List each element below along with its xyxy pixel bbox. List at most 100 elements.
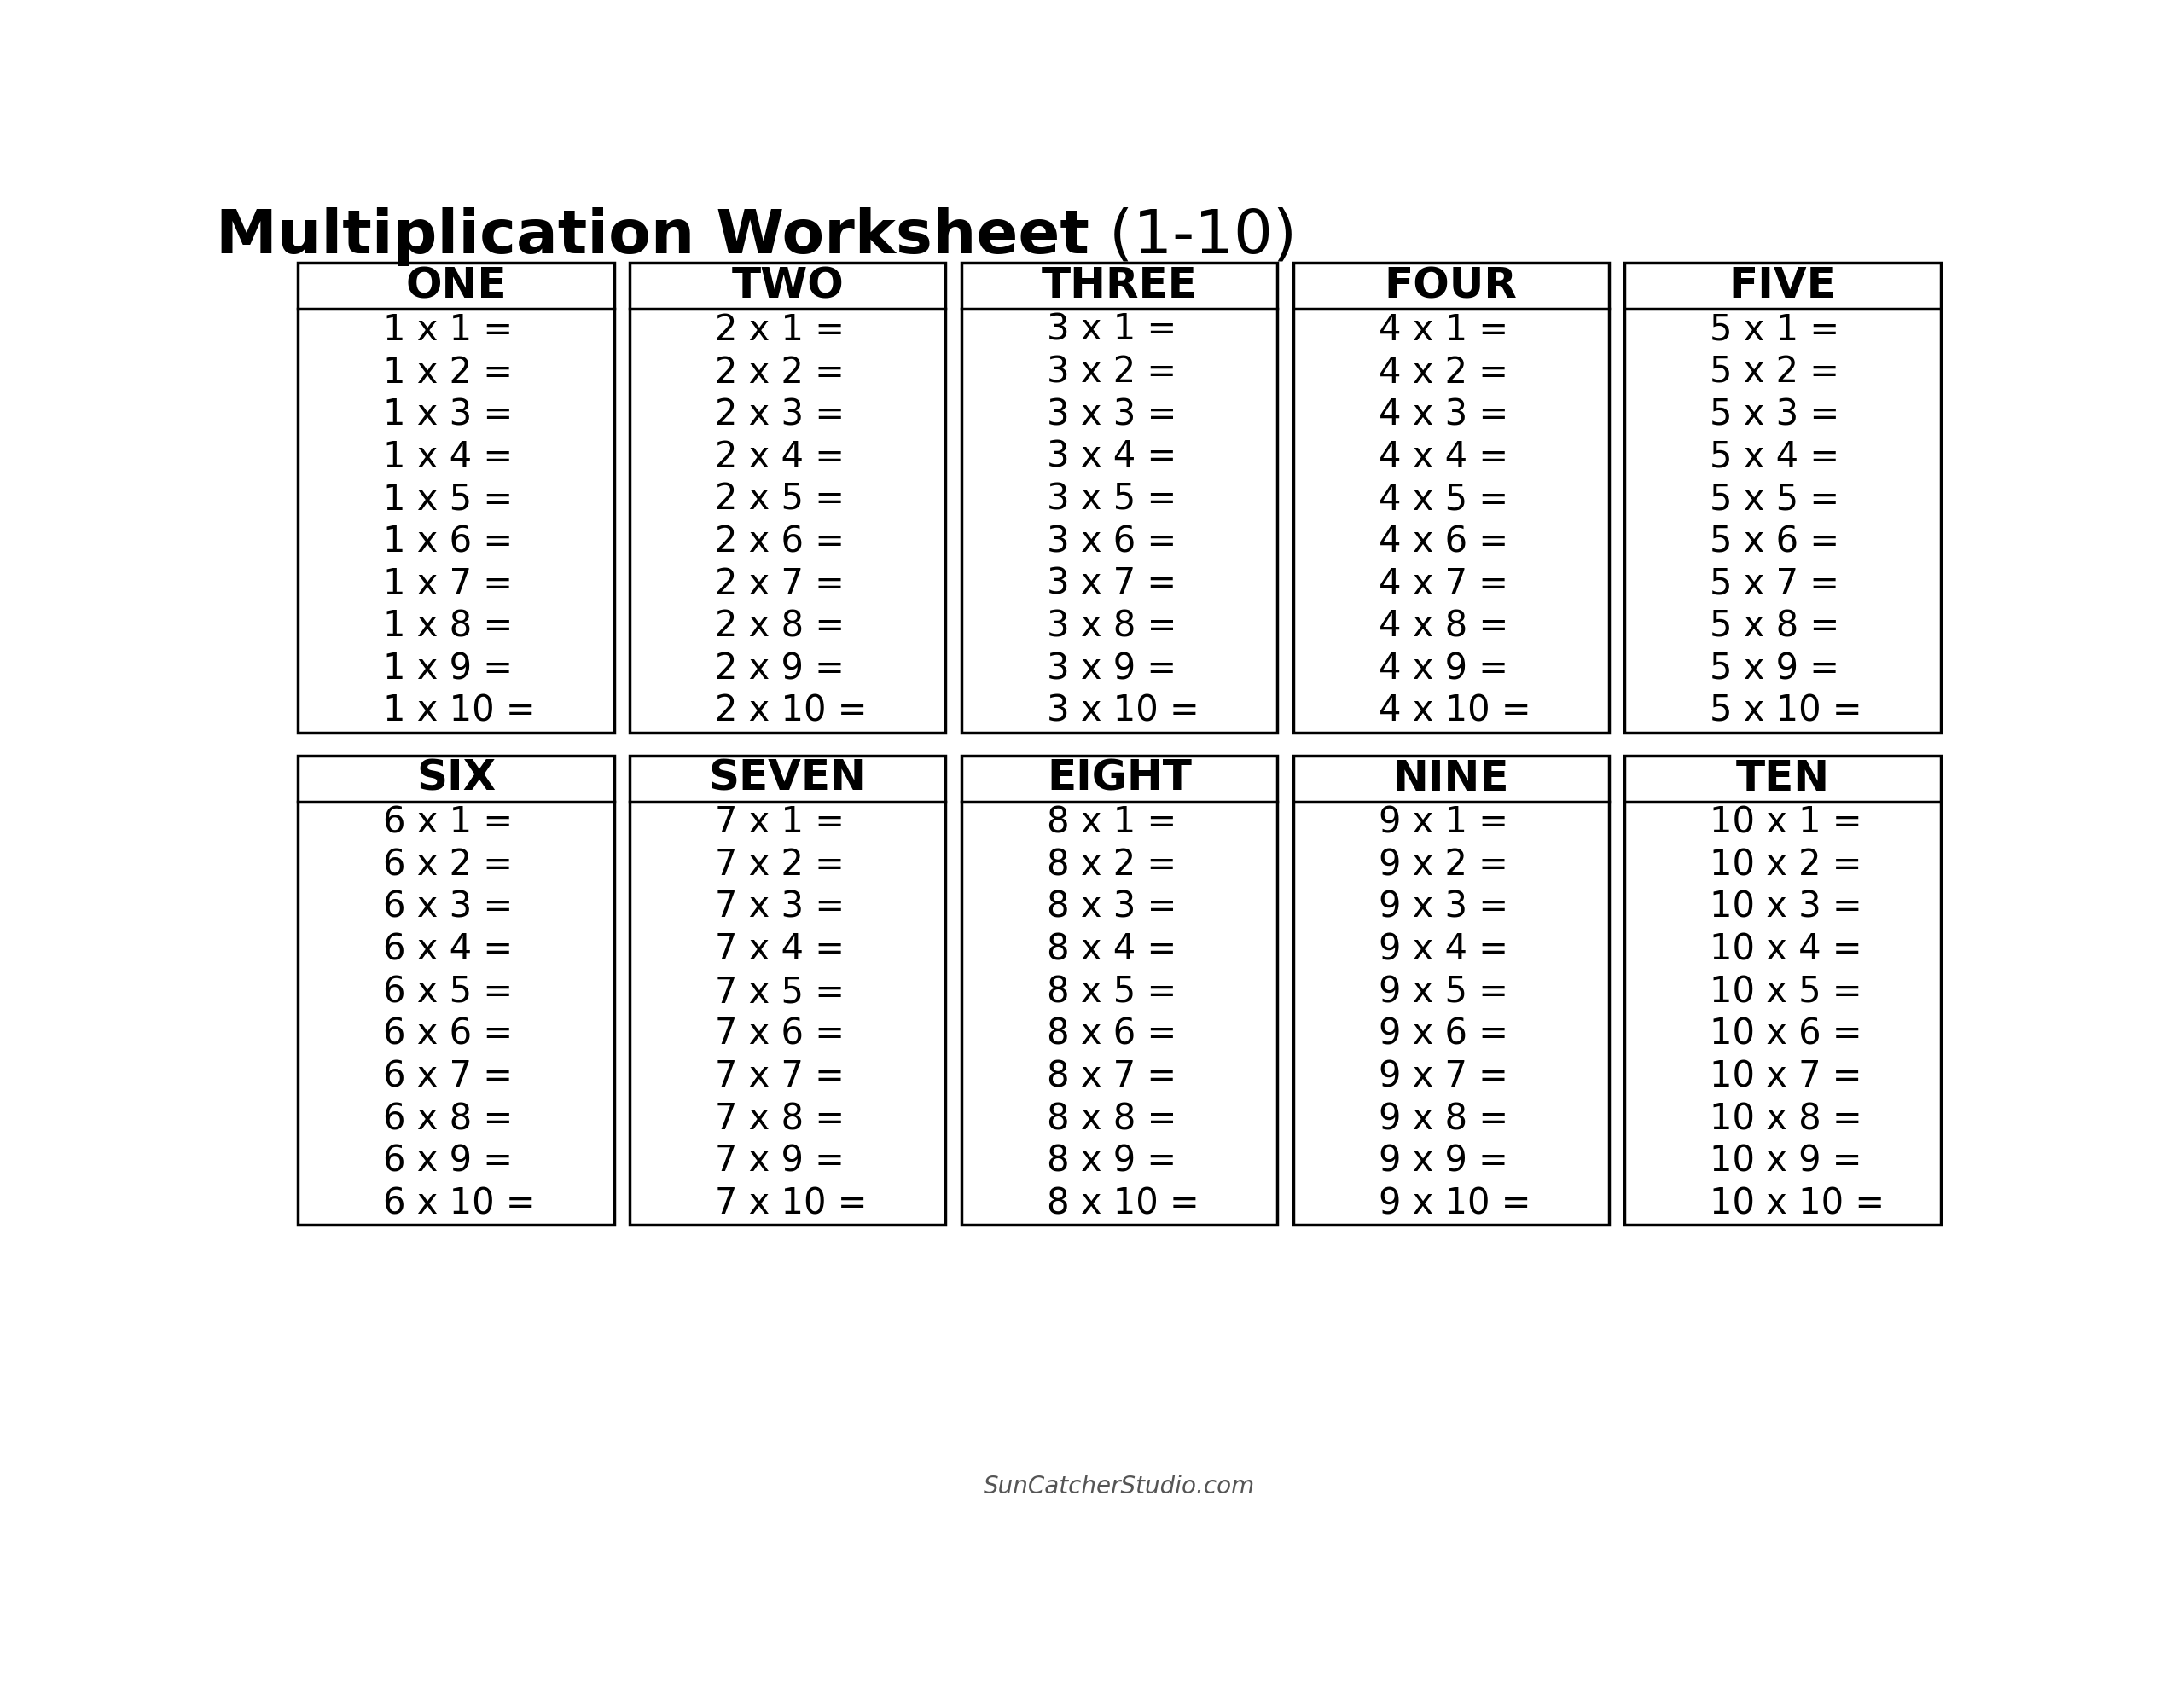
Text: 7 x 9 =: 7 x 9 = <box>714 1144 845 1179</box>
Text: 9 x 3 =: 9 x 3 = <box>1378 889 1509 924</box>
Text: 1 x 2 =: 1 x 2 = <box>384 354 513 390</box>
Text: 9 x 1 =: 9 x 1 = <box>1378 805 1507 840</box>
Bar <box>1293 756 1610 1225</box>
Text: 8 x 5 =: 8 x 5 = <box>1046 973 1177 1011</box>
Text: 8 x 9 =: 8 x 9 = <box>1046 1144 1177 1179</box>
Text: 6 x 1 =: 6 x 1 = <box>384 805 513 840</box>
Text: 1 x 7 =: 1 x 7 = <box>384 567 513 602</box>
Text: 6 x 4 =: 6 x 4 = <box>384 931 513 968</box>
Text: 4 x 9 =: 4 x 9 = <box>1378 651 1507 687</box>
Text: 5 x 2 =: 5 x 2 = <box>1710 354 1839 390</box>
Text: 7 x 7 =: 7 x 7 = <box>714 1059 845 1095</box>
Bar <box>299 756 614 1225</box>
Text: 10 x 10 =: 10 x 10 = <box>1710 1186 1885 1221</box>
Text: 4 x 7 =: 4 x 7 = <box>1378 567 1507 602</box>
Text: 7 x 2 =: 7 x 2 = <box>714 847 845 882</box>
Text: 2 x 1 =: 2 x 1 = <box>714 312 845 348</box>
Text: 2 x 5 =: 2 x 5 = <box>714 481 845 518</box>
Bar <box>1625 263 1939 732</box>
Text: 7 x 8 =: 7 x 8 = <box>714 1102 845 1137</box>
Text: 9 x 10 =: 9 x 10 = <box>1378 1186 1531 1221</box>
Text: Multiplication Worksheet: Multiplication Worksheet <box>216 208 1090 267</box>
Text: 10 x 8 =: 10 x 8 = <box>1710 1102 1863 1137</box>
Text: 5 x 6 =: 5 x 6 = <box>1710 525 1839 560</box>
Text: 4 x 3 =: 4 x 3 = <box>1378 396 1509 432</box>
Text: 4 x 2 =: 4 x 2 = <box>1378 354 1507 390</box>
Text: TWO: TWO <box>732 265 843 307</box>
Text: 6 x 6 =: 6 x 6 = <box>384 1017 513 1053</box>
Text: 10 x 3 =: 10 x 3 = <box>1710 889 1863 924</box>
Text: 2 x 8 =: 2 x 8 = <box>714 609 845 644</box>
Text: NINE: NINE <box>1393 757 1509 800</box>
Text: 10 x 5 =: 10 x 5 = <box>1710 973 1863 1011</box>
Bar <box>1625 756 1939 1225</box>
Text: 10 x 1 =: 10 x 1 = <box>1710 805 1863 840</box>
Text: 9 x 8 =: 9 x 8 = <box>1378 1102 1509 1137</box>
Text: 8 x 2 =: 8 x 2 = <box>1046 847 1177 882</box>
Text: 1 x 9 =: 1 x 9 = <box>384 651 513 687</box>
Text: 4 x 1 =: 4 x 1 = <box>1378 312 1509 348</box>
Text: 3 x 8 =: 3 x 8 = <box>1046 609 1177 644</box>
Text: 4 x 8 =: 4 x 8 = <box>1378 609 1509 644</box>
Text: TEN: TEN <box>1736 757 1830 800</box>
Text: 2 x 6 =: 2 x 6 = <box>714 525 845 560</box>
Text: 6 x 7 =: 6 x 7 = <box>384 1059 513 1095</box>
Text: 1 x 10 =: 1 x 10 = <box>384 693 535 729</box>
Bar <box>961 756 1278 1225</box>
Text: 7 x 5 =: 7 x 5 = <box>714 973 845 1011</box>
Text: 2 x 9 =: 2 x 9 = <box>714 651 845 687</box>
Text: 2 x 10 =: 2 x 10 = <box>714 693 867 729</box>
Text: 1 x 1 =: 1 x 1 = <box>384 312 513 348</box>
Text: 7 x 6 =: 7 x 6 = <box>714 1017 845 1053</box>
Text: 3 x 10 =: 3 x 10 = <box>1046 693 1199 729</box>
Text: 5 x 1 =: 5 x 1 = <box>1710 312 1839 348</box>
Text: 5 x 4 =: 5 x 4 = <box>1710 439 1839 476</box>
Text: 10 x 2 =: 10 x 2 = <box>1710 847 1863 882</box>
Text: 3 x 7 =: 3 x 7 = <box>1046 567 1177 602</box>
Text: ONE: ONE <box>406 265 507 307</box>
Text: 1 x 8 =: 1 x 8 = <box>384 609 513 644</box>
Text: 8 x 1 =: 8 x 1 = <box>1046 805 1177 840</box>
Text: 1 x 4 =: 1 x 4 = <box>384 439 513 476</box>
Text: 6 x 3 =: 6 x 3 = <box>384 889 513 924</box>
Text: 6 x 2 =: 6 x 2 = <box>384 847 513 882</box>
Text: SIX: SIX <box>417 757 496 800</box>
Text: 5 x 8 =: 5 x 8 = <box>1710 609 1839 644</box>
Text: 1 x 5 =: 1 x 5 = <box>384 481 513 518</box>
Text: 10 x 6 =: 10 x 6 = <box>1710 1017 1863 1053</box>
Text: 10 x 7 =: 10 x 7 = <box>1710 1059 1863 1095</box>
Text: 3 x 5 =: 3 x 5 = <box>1046 481 1177 518</box>
Text: 7 x 10 =: 7 x 10 = <box>714 1186 867 1221</box>
Text: 3 x 4 =: 3 x 4 = <box>1046 439 1177 476</box>
Text: 10 x 9 =: 10 x 9 = <box>1710 1144 1863 1179</box>
Text: THREE: THREE <box>1042 265 1197 307</box>
Text: FIVE: FIVE <box>1730 265 1837 307</box>
Text: 4 x 10 =: 4 x 10 = <box>1378 693 1531 729</box>
Text: (1-10): (1-10) <box>1090 208 1297 267</box>
Text: 10 x 4 =: 10 x 4 = <box>1710 931 1863 968</box>
Text: 5 x 3 =: 5 x 3 = <box>1710 396 1839 432</box>
Text: 9 x 7 =: 9 x 7 = <box>1378 1059 1507 1095</box>
Text: 2 x 3 =: 2 x 3 = <box>714 396 845 432</box>
Text: 2 x 4 =: 2 x 4 = <box>714 439 845 476</box>
Text: 5 x 10 =: 5 x 10 = <box>1710 693 1863 729</box>
Text: 8 x 8 =: 8 x 8 = <box>1046 1102 1177 1137</box>
Text: 3 x 3 =: 3 x 3 = <box>1046 396 1177 432</box>
Bar <box>1293 263 1610 732</box>
Text: 4 x 6 =: 4 x 6 = <box>1378 525 1509 560</box>
Text: 5 x 9 =: 5 x 9 = <box>1710 651 1839 687</box>
Text: 7 x 4 =: 7 x 4 = <box>714 931 845 968</box>
Text: 9 x 5 =: 9 x 5 = <box>1378 973 1507 1011</box>
Text: 7 x 3 =: 7 x 3 = <box>714 889 845 924</box>
Text: SunCatcherStudio.com: SunCatcherStudio.com <box>983 1474 1256 1500</box>
Text: 3 x 1 =: 3 x 1 = <box>1046 312 1177 348</box>
Text: 9 x 2 =: 9 x 2 = <box>1378 847 1507 882</box>
Text: 4 x 5 =: 4 x 5 = <box>1378 481 1509 518</box>
Bar <box>629 263 946 732</box>
Text: 7 x 1 =: 7 x 1 = <box>714 805 845 840</box>
Text: 6 x 5 =: 6 x 5 = <box>384 973 513 1011</box>
Text: 2 x 2 =: 2 x 2 = <box>714 354 845 390</box>
Bar <box>299 263 614 732</box>
Text: 1 x 3 =: 1 x 3 = <box>384 396 513 432</box>
Text: 9 x 6 =: 9 x 6 = <box>1378 1017 1507 1053</box>
